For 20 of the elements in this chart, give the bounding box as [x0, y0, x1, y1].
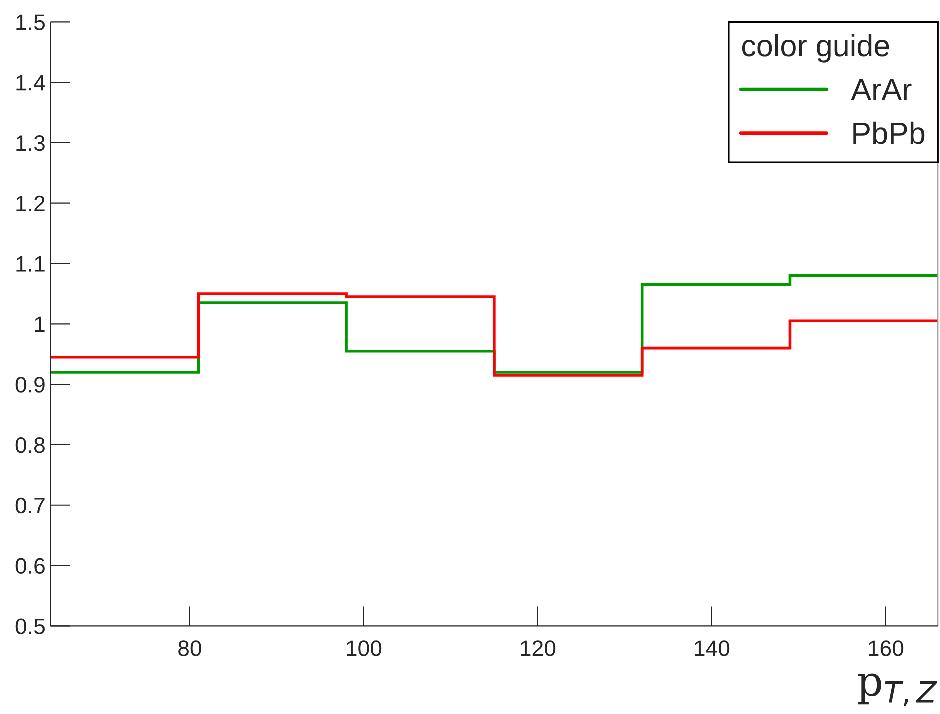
y-tick-label: 1.3 [16, 135, 45, 152]
y-tick-label: 1.5 [16, 14, 45, 30]
y-tick-label: 1.2 [16, 196, 45, 212]
y-tick-label: 0.7 [16, 498, 45, 514]
x-tick-label: 140 [695, 640, 730, 656]
y-tick-label: 1.4 [16, 75, 46, 91]
y-tick-label: 1 [35, 316, 45, 332]
legend-label: PbPb [854, 122, 925, 144]
x-axis-title: p$_{T,Z}$ [858, 674, 938, 706]
x-tick-label: 160 [869, 640, 904, 656]
y-tick-label: 0.6 [16, 558, 45, 574]
legend-label: ArAr [851, 79, 912, 100]
x-tick-label: 80 [178, 640, 202, 656]
legend-title: color guide [742, 34, 890, 63]
y-tick-label: 0.9 [16, 377, 45, 393]
y-tick-label: 1.1 [16, 256, 45, 272]
y-tick-label: 0.5 [16, 618, 45, 634]
x-tick-label: 120 [521, 640, 556, 656]
y-tick-label: 0.8 [16, 438, 45, 454]
x-tick-label: 100 [347, 640, 382, 656]
